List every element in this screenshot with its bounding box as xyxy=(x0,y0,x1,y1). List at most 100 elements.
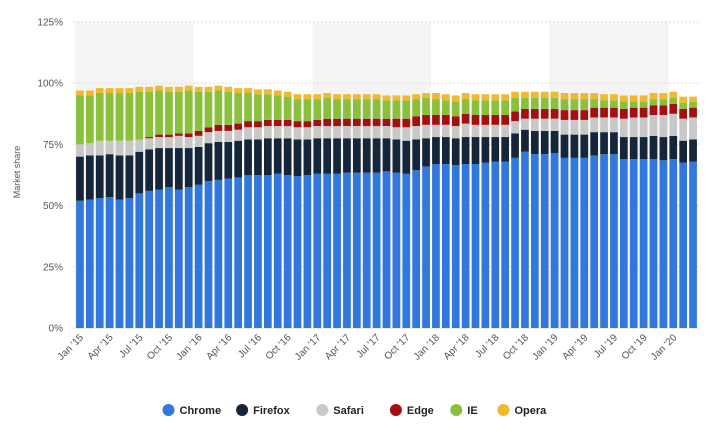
bar-segment-ie xyxy=(85,95,94,144)
bar-segment-chrome xyxy=(372,172,381,328)
bar-segment-ie xyxy=(610,100,618,108)
bar-segment-opera xyxy=(145,86,154,92)
bar-segment-ie xyxy=(145,91,154,138)
bar-segment-chrome xyxy=(570,157,579,328)
bar-segment-chrome xyxy=(244,175,252,328)
bar-segment-opera xyxy=(293,94,302,100)
bar-segment-firefox xyxy=(234,140,243,178)
y-axis: 0% 25% 50% 75% 100% 125% xyxy=(37,18,63,335)
bar-segment-opera xyxy=(234,88,243,93)
bar-segment-edge xyxy=(689,107,697,118)
bar-segment-chrome xyxy=(85,199,94,328)
bar-segment-opera xyxy=(85,90,94,96)
bar-segment-firefox xyxy=(165,148,173,188)
bar-segment-chrome xyxy=(629,159,638,328)
bar-segment-opera xyxy=(263,89,272,95)
bar-segment-firefox xyxy=(560,134,569,158)
x-tick-label: Jan '15 xyxy=(56,332,87,363)
bar-segment-opera xyxy=(570,92,579,100)
bar-segment-ie xyxy=(639,101,648,108)
bar-segment-opera xyxy=(540,91,549,98)
bar-segment-firefox xyxy=(145,149,154,191)
legend-label-safari: Safari xyxy=(333,405,364,417)
bar-segment-safari xyxy=(244,127,252,140)
bar-segment-chrome xyxy=(610,154,618,328)
bar-segment-ie xyxy=(263,94,272,120)
bar-segment-firefox xyxy=(352,138,361,173)
bar-segment-safari xyxy=(273,126,282,139)
bar-segment-opera xyxy=(441,94,450,101)
bar-segment-opera xyxy=(105,88,114,93)
bar-segment-chrome xyxy=(343,172,351,328)
y-tick-label: 50% xyxy=(43,201,63,212)
bar-segment-ie xyxy=(184,90,193,134)
y-tick-label: 125% xyxy=(37,18,63,29)
bar-segment-chrome xyxy=(451,165,460,328)
bar-segment-chrome xyxy=(659,160,668,328)
bar-segment-firefox xyxy=(521,129,529,152)
bar-segment-safari xyxy=(451,126,460,139)
bar-segment-safari xyxy=(145,138,154,150)
bar-segment-firefox xyxy=(362,138,371,173)
bar-segment-safari xyxy=(333,126,341,139)
bar-segment-firefox xyxy=(263,138,272,175)
bar-segment-opera xyxy=(580,92,589,100)
bar-segment-opera xyxy=(639,95,648,102)
bar-segment-opera xyxy=(382,95,391,101)
bar-segment-chrome xyxy=(679,162,688,328)
bar-segment-safari xyxy=(540,118,549,131)
bar-segment-ie xyxy=(689,101,697,108)
bar-segment-chrome xyxy=(283,175,292,328)
bar-segment-chrome xyxy=(461,163,470,328)
bar-segment-opera xyxy=(629,95,638,102)
bar-segment-safari xyxy=(352,126,361,139)
bar-segment-ie xyxy=(194,91,203,131)
bar-segment-firefox xyxy=(481,137,490,163)
bar-segment-opera xyxy=(333,94,341,100)
x-tick-label: Apr '19 xyxy=(560,332,590,362)
bar-segment-opera xyxy=(313,94,322,100)
bar-segment-safari xyxy=(313,126,322,139)
bar-segment-safari xyxy=(471,124,480,138)
bar-segment-edge xyxy=(590,107,599,118)
bar-segment-safari xyxy=(303,127,312,140)
bar-segment-firefox xyxy=(224,141,233,179)
bar-segment-firefox xyxy=(461,137,470,164)
bar-segment-opera xyxy=(155,85,163,91)
bar-segment-firefox xyxy=(333,138,341,174)
bar-segment-chrome xyxy=(649,159,658,328)
bar-segment-opera xyxy=(511,91,519,98)
bar-segment-safari xyxy=(323,126,332,139)
bar-segment-safari xyxy=(491,124,500,138)
bar-segment-opera xyxy=(273,90,282,96)
bar-segment-opera xyxy=(481,94,490,101)
bar-segment-chrome xyxy=(323,173,332,328)
bar-segment-ie xyxy=(76,95,84,145)
bar-segment-opera xyxy=(283,91,292,97)
bar-segment-firefox xyxy=(273,138,282,174)
bar-segment-chrome xyxy=(234,177,243,328)
bar-segment-chrome xyxy=(471,163,480,328)
bar-segment-safari xyxy=(649,115,658,136)
bar-segment-ie xyxy=(461,99,470,114)
bar-segment-safari xyxy=(155,137,163,149)
bar-segment-chrome xyxy=(303,175,312,328)
bar-segment-chrome xyxy=(174,189,183,328)
bar-segment-edge xyxy=(194,130,203,136)
bar-segment-edge xyxy=(471,115,480,125)
bar-segment-firefox xyxy=(214,141,223,180)
bar-segment-firefox xyxy=(204,143,213,182)
x-tick-label: Oct '15 xyxy=(145,332,175,362)
bar-segment-opera xyxy=(204,86,213,92)
bar-segment-opera xyxy=(323,92,332,98)
bar-segment-opera xyxy=(352,94,361,100)
bar-segment-edge xyxy=(224,124,233,131)
bar-segment-edge xyxy=(649,105,658,116)
bar-segment-safari xyxy=(234,129,243,141)
bar-segment-chrome xyxy=(254,175,262,328)
bar-segment-opera xyxy=(224,86,233,92)
bar-segment-opera xyxy=(135,86,144,92)
bar-segment-firefox xyxy=(115,155,124,200)
x-tick-label: Apr '18 xyxy=(442,332,472,362)
x-tick-label: Jan '16 xyxy=(174,332,205,363)
